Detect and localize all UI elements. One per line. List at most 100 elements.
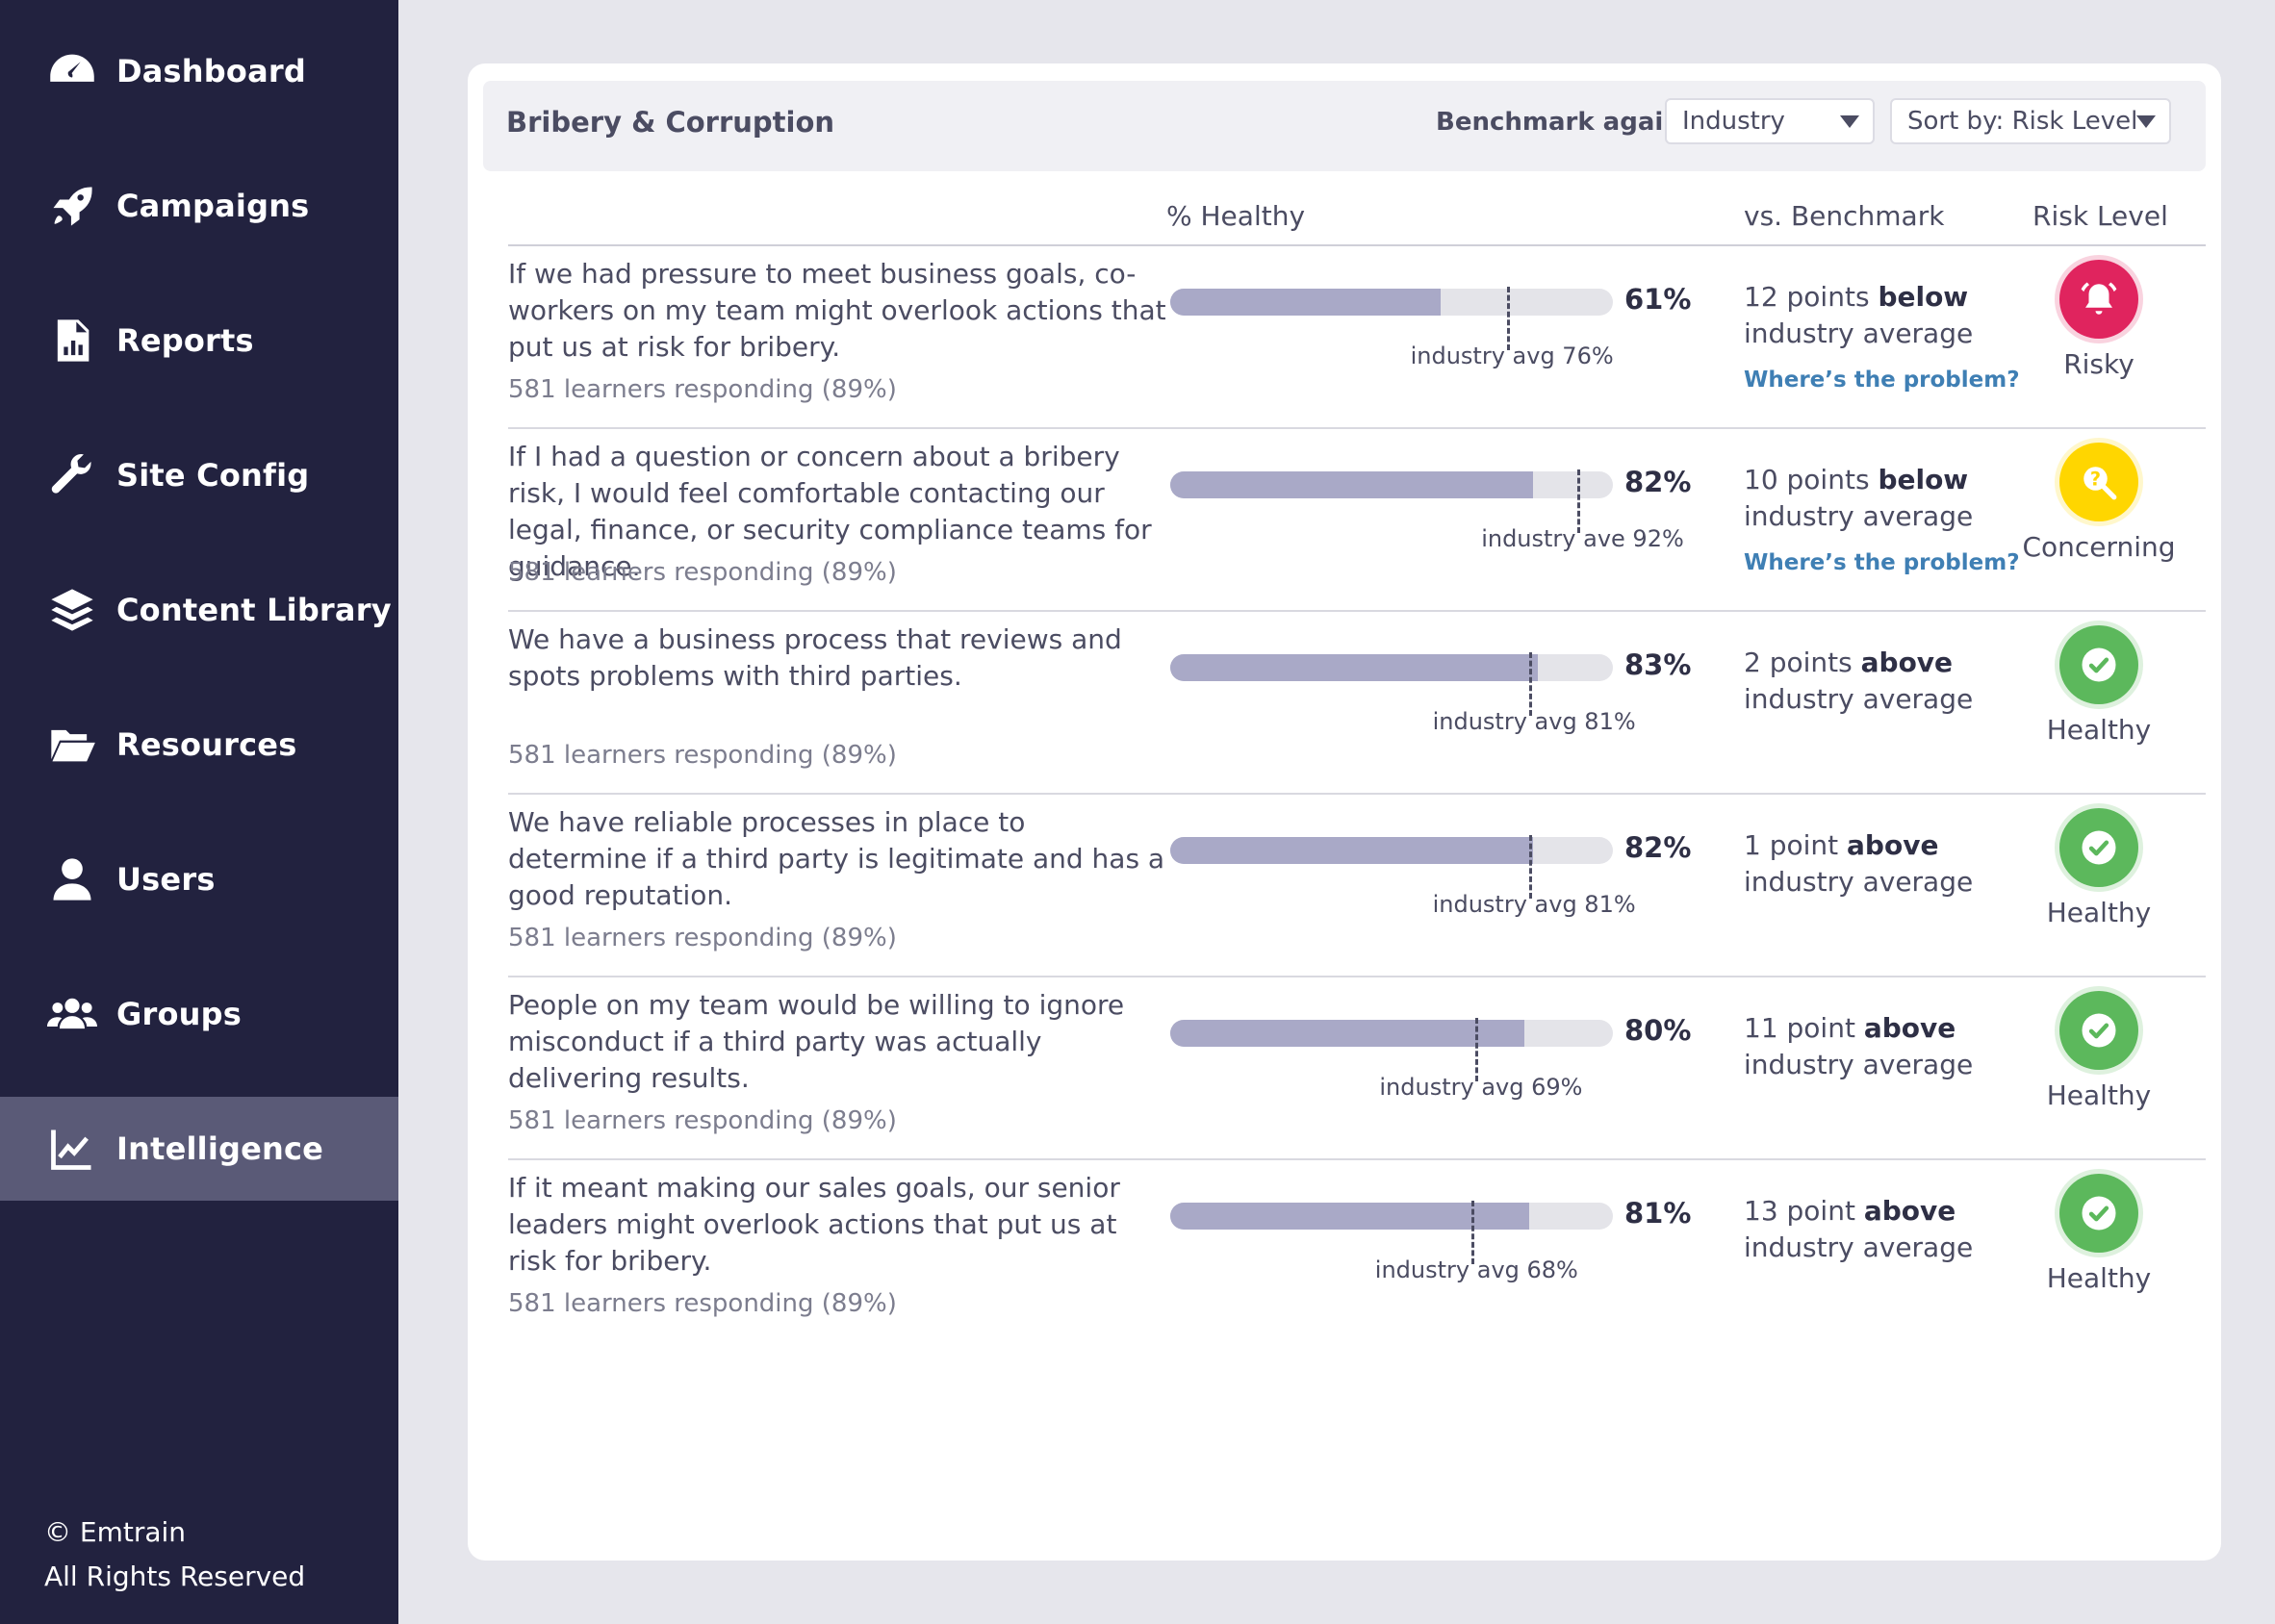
risk-level-label: Healthy (2046, 897, 2152, 928)
risk-level-label: Healthy (2046, 1262, 2152, 1294)
chevron-down-icon (2136, 115, 2156, 128)
nav-label: Content Library (116, 592, 392, 628)
sort-select-value: Sort by: Risk Level (1907, 107, 2138, 136)
benchmark-marker (1470, 1201, 1474, 1264)
row-divider (508, 793, 2206, 795)
industry-avg-label: industry avg 68% (1374, 1256, 1578, 1283)
responding-count: 581 learners responding (89%) (508, 375, 897, 404)
responding-count: 581 learners responding (89%) (508, 924, 897, 952)
question-text: We have reliable processes in place to d… (508, 806, 1165, 911)
industry-avg-label: industry avg 81% (1432, 708, 1636, 735)
benchmark-suffix: industry average (1744, 1049, 1974, 1080)
risk-level-label: Concerning (2022, 531, 2176, 563)
table-row: If we had pressure to meet business goal… (468, 246, 2221, 429)
benchmark-marker (1528, 652, 1532, 716)
risk-level-label: Healthy (2046, 714, 2152, 746)
card-header: Bribery & Corruption Benchmark against: … (483, 81, 2206, 171)
alarm-bell-icon (2059, 260, 2138, 339)
nav-groups[interactable]: Groups (0, 962, 398, 1066)
healthy-percent: 82% (1624, 466, 1692, 498)
question-text: If we had pressure to meet business goal… (508, 258, 1166, 363)
healthy-bar-fill (1170, 471, 1534, 498)
benchmark-comparison: 13 point above industry average (1744, 1193, 1973, 1266)
sort-select[interactable]: Sort by: Risk Level (1890, 98, 2171, 144)
sidebar: Dashboard Campaigns Reports Site Config … (0, 0, 398, 1624)
wheres-the-problem-link[interactable]: Where’s the problem? (1744, 550, 2020, 575)
nav-resources[interactable]: Resources (0, 693, 398, 797)
benchmark-comparison: 12 points below industry average (1744, 279, 1973, 352)
wrench-icon (44, 447, 100, 503)
industry-avg-label: industry avg 81% (1432, 891, 1636, 918)
healthy-bar (1170, 835, 1613, 899)
wheres-the-problem-link[interactable]: Where’s the problem? (1744, 368, 2020, 393)
svg-text:?: ? (2090, 469, 2101, 491)
benchmark-select-value: Industry (1682, 107, 1785, 136)
table-row: We have a business process that reviews … (468, 612, 2221, 795)
nav-users[interactable]: Users (0, 827, 398, 931)
benchmark-marker (1528, 835, 1532, 899)
table-row: We have reliable processes in place to d… (468, 795, 2221, 977)
column-header-risk: Risk Level (2032, 200, 2168, 232)
benchmark-direction: above (1847, 829, 1939, 861)
nav-label: Dashboard (116, 53, 306, 89)
responding-count: 581 learners responding (89%) (508, 741, 897, 770)
line-chart-icon (44, 1121, 100, 1177)
benchmark-suffix: industry average (1744, 866, 1974, 898)
nav-label: Intelligence (116, 1130, 324, 1167)
nav-label: Users (116, 861, 216, 898)
responding-count: 581 learners responding (89%) (508, 558, 897, 587)
rocket-icon (44, 178, 100, 234)
nav-label: Campaigns (116, 188, 310, 224)
benchmark-direction: above (1863, 1012, 1956, 1044)
nav-site-config[interactable]: Site Config (0, 423, 398, 527)
report-file-icon (44, 313, 100, 368)
table-row: People on my team would be willing to ig… (468, 977, 2221, 1160)
benchmark-suffix: industry average (1744, 1231, 1974, 1263)
benchmark-marker (1577, 469, 1581, 533)
chevron-down-icon (1840, 115, 1859, 128)
question-search-icon: ? (2059, 443, 2138, 521)
nav-dashboard[interactable]: Dashboard (0, 19, 398, 123)
benchmark-suffix: industry average (1744, 317, 1974, 349)
benchmark-comparison: 1 point above industry average (1744, 827, 1973, 901)
nav-label: Site Config (116, 457, 310, 494)
nav-campaigns[interactable]: Campaigns (0, 154, 398, 258)
nav-content-library[interactable]: Content Library (0, 558, 398, 662)
table-row: If I had a question or concern about a b… (468, 429, 2221, 612)
responding-count: 581 learners responding (89%) (508, 1289, 897, 1318)
healthy-bar (1170, 1201, 1613, 1264)
copyright: © Emtrain All Rights Reserved (44, 1510, 305, 1599)
table-row: If it meant making our sales goals, our … (468, 1160, 2221, 1343)
nav-intelligence[interactable]: Intelligence (0, 1097, 398, 1201)
benchmark-marker (1475, 1018, 1479, 1081)
healthy-bar (1170, 1018, 1613, 1081)
healthy-percent: 61% (1624, 283, 1692, 316)
question-text: People on my team would be willing to ig… (508, 989, 1125, 1094)
user-icon (44, 851, 100, 907)
industry-avg-label: industry avg 69% (1379, 1074, 1583, 1101)
nav-reports[interactable]: Reports (0, 289, 398, 393)
column-header-healthy: % Healthy (1166, 200, 1306, 232)
healthy-bar (1170, 652, 1613, 716)
healthy-bar-fill (1170, 1203, 1529, 1230)
benchmark-suffix: industry average (1744, 683, 1974, 715)
benchmark-comparison: 11 point above industry average (1744, 1010, 1973, 1083)
healthy-bar (1170, 287, 1613, 350)
benchmark-points: 1 point (1744, 829, 1848, 861)
check-circle-icon (2059, 808, 2138, 887)
dashboard-gauge-icon (44, 43, 100, 99)
users-group-icon (44, 986, 100, 1042)
benchmark-points: 10 points (1744, 464, 1879, 495)
header-divider (508, 244, 2206, 246)
healthy-bar (1170, 469, 1613, 533)
row-divider (508, 427, 2206, 429)
row-divider (508, 1158, 2206, 1160)
responding-count: 581 learners responding (89%) (508, 1106, 897, 1135)
healthy-bar-fill (1170, 1020, 1524, 1047)
question-text: We have a business process that reviews … (508, 623, 1122, 692)
question-text: If it meant making our sales goals, our … (508, 1172, 1120, 1277)
benchmark-select[interactable]: Industry (1665, 98, 1875, 144)
question-text: If I had a question or concern about a b… (508, 441, 1152, 582)
benchmark-points: 13 point (1744, 1195, 1864, 1227)
nav-label: Groups (116, 996, 242, 1032)
